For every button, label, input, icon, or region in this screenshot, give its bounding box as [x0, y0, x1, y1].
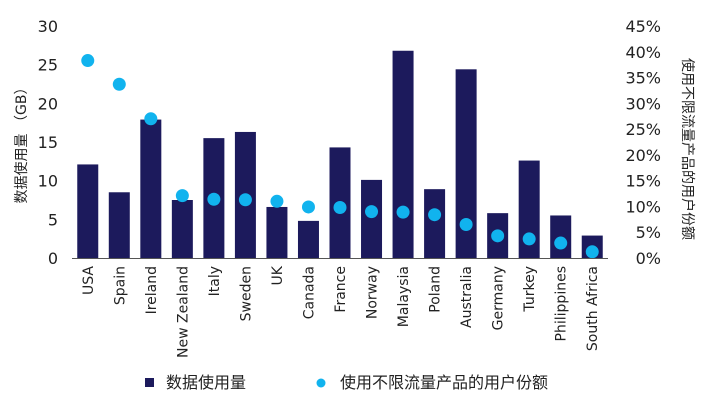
- dot-norway: [365, 205, 379, 219]
- y-tick-right: 25%: [625, 120, 661, 139]
- dot-germany: [491, 229, 505, 243]
- dot-poland: [428, 208, 442, 222]
- y-tick-right: 30%: [625, 94, 661, 113]
- category-label: Canada: [301, 266, 317, 319]
- bar-canada: [297, 220, 319, 258]
- legend-label-dot: 使用不限流量产品的用户份额: [340, 373, 548, 392]
- y-tick-right: 0%: [636, 249, 661, 268]
- left-ticks-group: 0 5 10 15 20 25 30: [38, 17, 58, 268]
- dot-turkey: [522, 232, 536, 246]
- bar-turkey: [518, 160, 540, 258]
- y-tick-right: 35%: [625, 69, 661, 88]
- y-tick-left: 20: [38, 94, 58, 113]
- dot-uk: [270, 194, 284, 208]
- bar-uk: [266, 206, 288, 258]
- category-label: France: [333, 266, 349, 313]
- y-tick-left: 30: [38, 17, 58, 36]
- bar-poland: [424, 189, 446, 258]
- y-axis-title-left: 数据使用量 （GB）: [13, 81, 30, 204]
- dot-canada: [301, 200, 315, 214]
- y-tick-right: 20%: [625, 146, 661, 165]
- y-tick-right: 10%: [625, 197, 661, 216]
- category-label: South Africa: [585, 266, 601, 351]
- bar-ireland: [140, 119, 162, 258]
- bar-malaysia: [392, 50, 414, 258]
- dot-philippines: [554, 236, 568, 250]
- dot-spain: [112, 77, 126, 91]
- category-label: New Zealand: [175, 266, 191, 358]
- legend-label-bar: 数据使用量: [166, 373, 246, 392]
- dot-australia: [459, 217, 473, 231]
- legend-swatch-dot: [316, 378, 326, 388]
- category-label: USA: [81, 266, 97, 295]
- category-label: Spain: [112, 266, 128, 305]
- dot-sweden: [238, 193, 252, 207]
- y-tick-right: 40%: [625, 43, 661, 62]
- category-label: Norway: [365, 266, 381, 319]
- right-ticks-group: 0% 5% 10% 15% 20% 25% 30% 35% 40% 45%: [625, 17, 661, 268]
- legend: 数据使用量 使用不限流量产品的用户份额: [145, 373, 548, 392]
- dot-malaysia: [396, 205, 410, 219]
- category-label: Sweden: [238, 266, 254, 321]
- category-label: Turkey: [522, 266, 538, 313]
- dot-france: [333, 200, 347, 214]
- category-label: Australia: [459, 266, 475, 328]
- bar-usa: [77, 164, 99, 258]
- bar-new-zealand: [171, 200, 193, 258]
- category-label: Germany: [491, 266, 507, 330]
- y-tick-left: 5: [48, 210, 58, 229]
- bars-group: [77, 50, 603, 258]
- y-tick-left: 10: [38, 172, 58, 191]
- y-tick-left: 0: [48, 249, 58, 268]
- category-label: Italy: [207, 266, 223, 296]
- dot-south-africa: [585, 245, 599, 259]
- dot-italy: [207, 192, 221, 206]
- y-tick-right: 15%: [625, 172, 661, 191]
- category-label: Philippines: [554, 266, 570, 341]
- dots-group: [81, 54, 599, 259]
- category-labels-group: USA Spain Ireland New Zealand Italy Sweden UK C…: [81, 265, 601, 358]
- dot-usa: [81, 54, 95, 68]
- category-label: Poland: [428, 266, 444, 313]
- y-axis-title-right: 使用不限流量产品的用户份额: [679, 58, 696, 240]
- bar-norway: [361, 179, 383, 258]
- bar-spain: [108, 192, 130, 258]
- category-label: Ireland: [144, 266, 160, 314]
- y-tick-left: 15: [38, 133, 58, 152]
- legend-swatch-bar: [145, 378, 154, 387]
- category-label: Malaysia: [396, 266, 412, 327]
- y-tick-right: 45%: [625, 17, 661, 36]
- dot-ireland: [144, 112, 158, 126]
- category-label: UK: [270, 265, 286, 285]
- y-tick-right: 5%: [636, 223, 661, 242]
- y-tick-left: 25: [38, 56, 58, 75]
- bar-australia: [455, 69, 477, 258]
- dot-new-zealand: [175, 189, 189, 203]
